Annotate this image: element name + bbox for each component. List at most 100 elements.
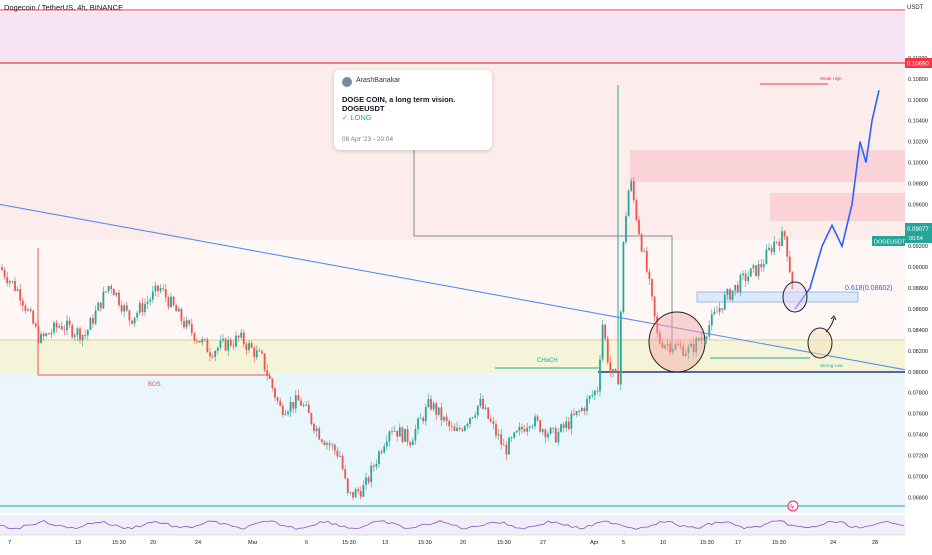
candle-body <box>378 451 380 465</box>
candle-body <box>263 353 266 371</box>
candle-body <box>502 444 505 446</box>
candle-body <box>791 272 794 290</box>
candle-body <box>175 305 178 312</box>
x-tick-label: 5 <box>622 540 625 546</box>
candle-body <box>573 413 575 415</box>
candle-body <box>266 370 269 376</box>
candle-body <box>606 338 609 363</box>
candle-body <box>105 291 107 293</box>
candle-body <box>232 345 235 347</box>
strong-low-circle <box>807 327 833 359</box>
candle-body <box>435 403 438 415</box>
candle-body <box>752 265 755 269</box>
candle-body <box>487 407 490 419</box>
author-avatar <box>342 77 352 87</box>
candle-body <box>279 400 282 406</box>
candle-body <box>778 242 781 247</box>
candle-body <box>404 428 406 442</box>
supply-mid-zone <box>630 150 905 182</box>
candle-body <box>229 339 232 346</box>
candle-body <box>716 311 718 313</box>
candle-body <box>489 418 492 422</box>
candle-body <box>482 398 484 409</box>
time-axis[interactable]: 7 13 15:30 20 24 Mar 6 15:30 13 15:30 20 15:30 27 Apr… <box>0 534 932 550</box>
candle-body <box>107 285 110 292</box>
candle-body <box>29 309 32 311</box>
supply-low-zone <box>770 193 905 221</box>
candle-body <box>219 340 222 348</box>
candle-body <box>1 267 3 270</box>
candle-body <box>227 339 230 351</box>
x-tick-label: 17 <box>735 540 741 546</box>
candle-body <box>679 345 682 347</box>
candle-body <box>666 343 669 346</box>
x-tick-label: 7 <box>8 540 11 546</box>
candle-body <box>359 491 362 497</box>
candle-body <box>775 241 778 243</box>
candle-body <box>68 320 71 326</box>
candle-body <box>372 465 375 467</box>
candle-body <box>367 477 370 483</box>
candle-body <box>27 309 29 311</box>
candle-body <box>138 303 141 313</box>
candle-body <box>409 442 412 446</box>
candle-body <box>362 484 365 497</box>
candle-body <box>690 343 692 347</box>
x-tick-label: 6 <box>305 540 308 546</box>
candle-body <box>190 324 193 334</box>
candle-body <box>669 343 672 353</box>
projection-path <box>794 90 880 310</box>
x-tick-label: 24 <box>195 540 201 546</box>
choch-label: CHoCH <box>537 358 558 364</box>
candle-body <box>513 432 516 438</box>
candle-body <box>406 428 409 443</box>
candle-body <box>739 275 742 292</box>
candle-body <box>302 405 305 406</box>
candle-body <box>505 444 508 455</box>
candle-body <box>354 489 357 498</box>
candle-body <box>703 337 705 339</box>
candle-body <box>73 335 76 337</box>
candle-body <box>645 250 648 272</box>
idea-card[interactable]: ArashBanakar DOGE COIN, a long term visi… <box>334 70 492 150</box>
candle-body <box>674 344 677 350</box>
price-axis[interactable]: USDT 0.110000.108000.106000.104000.10200… <box>905 0 932 550</box>
middle-band <box>0 240 905 340</box>
candle-body <box>84 335 87 336</box>
candle-body <box>53 322 55 333</box>
candle-body <box>422 417 425 422</box>
candle-body <box>411 440 414 446</box>
candle-body <box>523 429 526 432</box>
candle-body <box>274 388 276 398</box>
candle-body <box>721 308 724 310</box>
y-tick-label: 0.09000 <box>908 265 928 271</box>
candle-body <box>45 333 48 337</box>
candle-body <box>34 323 37 327</box>
candle-body <box>476 405 479 416</box>
candle-body <box>245 344 248 351</box>
candle-body <box>554 428 557 443</box>
candle-body <box>575 411 578 415</box>
candle-body <box>437 407 440 415</box>
candle-body <box>222 338 224 341</box>
candle-body <box>315 428 318 432</box>
candle-body <box>531 426 534 428</box>
candle-body <box>203 339 206 340</box>
x-tick-label: 13 <box>75 540 81 546</box>
candle-body <box>151 291 154 300</box>
candle-body <box>617 371 620 385</box>
candle-body <box>172 296 175 306</box>
candle-body <box>710 314 713 326</box>
candle-body <box>131 320 133 324</box>
candle-body <box>79 328 81 341</box>
candle-body <box>170 296 172 308</box>
candle-body <box>346 478 349 493</box>
candle-body <box>11 281 14 282</box>
idea-signal: ✓ LONG <box>342 113 372 122</box>
candle-body <box>596 390 599 392</box>
candle-body <box>149 299 152 302</box>
candle-body <box>258 350 261 352</box>
y-tick-label: 0.09800 <box>908 181 928 187</box>
candle-body <box>430 399 432 410</box>
